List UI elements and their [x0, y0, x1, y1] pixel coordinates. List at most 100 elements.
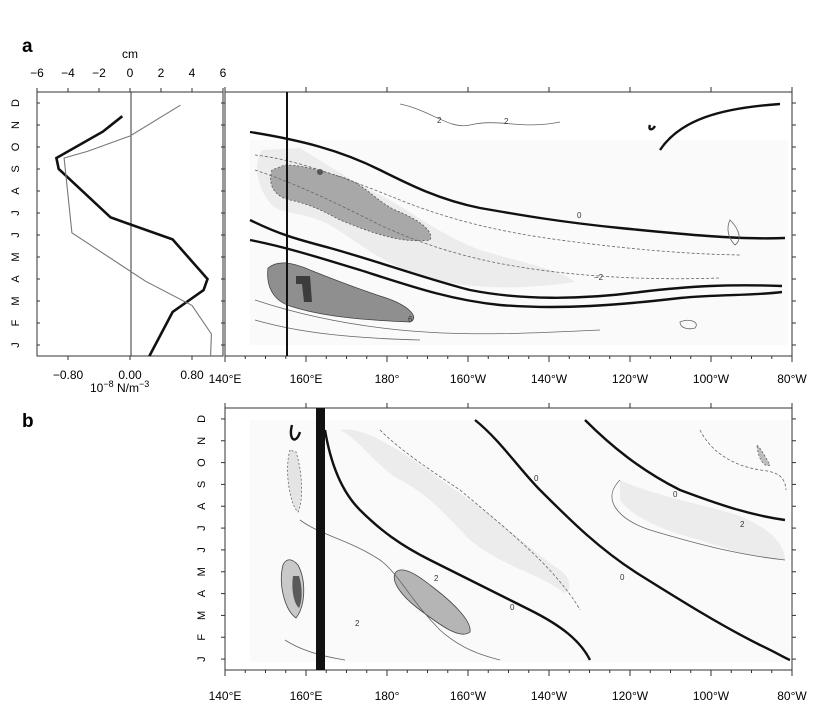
zero-contour-3: [249, 130, 786, 240]
month-label: J: [196, 547, 208, 553]
top-tick-label: −4: [61, 66, 75, 80]
contour-label-a-1: 2: [437, 116, 442, 125]
b-shaded-small-east: [756, 443, 771, 467]
month-label: J: [196, 525, 208, 531]
month-label: D: [196, 415, 208, 423]
bottom-axis-label-unit-exp: −3: [139, 379, 149, 389]
top-tick-label: 2: [158, 66, 165, 80]
panel-b-label: b: [22, 411, 34, 432]
b-zero-contour-3: [584, 419, 786, 522]
bottom-tick-label: 0.80: [180, 368, 204, 382]
contour-label-b-7: 0: [673, 490, 678, 499]
month-label: O: [196, 458, 208, 467]
contour-label-b-1: 0: [534, 474, 539, 483]
x-tick-label: 160°W: [450, 689, 487, 703]
panel-a-label: a: [22, 36, 33, 57]
month-label: J: [10, 210, 22, 216]
panel-a-left-plot: cm −6 −4 −2 0 2 4 6 −0.80 0.00 0.80 10−8 N/m−3 J…: [10, 47, 227, 395]
b-shaded-light: [340, 429, 570, 593]
panel-b-vertical-bar: [316, 408, 325, 670]
series-line-thick: [54, 115, 209, 357]
panel-a-y-ticks: [221, 102, 796, 346]
b-zero-contour-2: [474, 419, 791, 662]
panel-b-x-ticks: 140°E 160°E 180° 160°W 140°W 120°W 100°W 80°W: [209, 403, 807, 703]
x-tick-label: 180°: [375, 689, 400, 703]
shaded-core-negative: [317, 169, 323, 175]
bottom-tick-label: −0.80: [53, 368, 84, 382]
contour-label-a-5: 6: [408, 315, 413, 324]
month-label: N: [10, 121, 22, 129]
x-tick-label: 140°E: [209, 689, 242, 703]
top-tick-label: 0: [127, 66, 134, 80]
month-label: J: [10, 342, 22, 348]
zero-contour-small: [648, 124, 657, 131]
x-tick-label: 120°W: [612, 689, 649, 703]
top-tick-label: −6: [30, 66, 44, 80]
bottom-tick-label: 0.00: [118, 368, 142, 382]
zero-contour-1: [249, 218, 783, 299]
thin-contour-top: [399, 103, 561, 127]
top-tick-label: −2: [92, 66, 106, 80]
x-tick-label: 160°W: [450, 372, 487, 386]
month-label: J: [196, 656, 208, 662]
b-thin-contour-1: [299, 519, 501, 661]
b-zero-contour-1: [323, 429, 592, 661]
bottom-axis-label-base: 10: [90, 381, 104, 395]
panel-a-x-ticks: 140°E 160°E 180° 160°W 140°W 120°W 100°W 80°W: [209, 87, 807, 386]
b-dashed-contour-2: [699, 429, 787, 491]
b-shaded-light-east: [620, 480, 785, 560]
contour-label-a-4: −2: [594, 273, 604, 282]
month-label: M: [196, 611, 208, 620]
bottom-axis-ticks: −0.80 0.00 0.80: [53, 356, 204, 382]
x-tick-label: 160°E: [290, 689, 323, 703]
top-axis-ticks: −6 −4 −2 0 2 4 6: [30, 66, 227, 92]
bottom-axis-label-unit: N/m: [114, 381, 139, 395]
panel-b-y-ticks: J F M A M J J A S O N D: [196, 415, 796, 662]
month-label: A: [196, 502, 208, 510]
thin-contour-2: [254, 319, 421, 341]
month-label: O: [10, 142, 22, 151]
thin-contour-loop: [727, 219, 740, 246]
month-label: N: [196, 437, 208, 445]
thin-contour-1: [254, 299, 601, 335]
contour-label-b-6: 2: [355, 619, 360, 628]
month-label: S: [10, 165, 22, 172]
thin-contour-loop-2: [679, 320, 697, 330]
b-thin-contour-2: [611, 479, 786, 561]
month-label: F: [196, 634, 208, 641]
month-axis-labels: J F M A M J J A S O N D: [10, 99, 40, 348]
month-label: A: [10, 187, 22, 195]
zero-contour-4: [659, 102, 781, 151]
x-tick-label: 80°W: [777, 689, 807, 703]
b-zero-contour-4: [289, 424, 302, 441]
panel-a-right-map: 2 2 0 −2 6 140°E 160°E 180° 160°W 140°W 120°W…: [209, 87, 807, 386]
month-label: M: [10, 296, 22, 305]
x-tick-label: 140°E: [209, 372, 242, 386]
month-label: M: [196, 567, 208, 576]
shaded-region-negative: [270, 164, 432, 242]
top-tick-label: 6: [220, 66, 227, 80]
contour-label-a-3: 0: [577, 211, 582, 220]
dashed-contour-2: [254, 154, 741, 256]
b-shaded-positive-core: [292, 576, 302, 608]
month-label: A: [10, 275, 22, 283]
b-thin-contour-3: [284, 639, 346, 661]
month-label: A: [196, 589, 208, 597]
x-tick-label: 140°W: [531, 372, 568, 386]
top-axis-label: cm: [122, 47, 138, 61]
x-tick-label: 100°W: [693, 372, 730, 386]
x-tick-label: 180°: [375, 372, 400, 386]
month-label: F: [10, 319, 22, 326]
month-label: D: [10, 99, 22, 107]
bottom-axis-label: 10−8 N/m−3: [90, 379, 149, 395]
b-dashed-contour-1: [379, 429, 581, 611]
x-tick-label: 80°W: [777, 372, 807, 386]
zero-contour-2: [249, 238, 783, 309]
dashed-contour-1: [254, 169, 721, 280]
top-tick-label: 4: [189, 66, 196, 80]
b-shaded-positive-central: [394, 569, 471, 635]
month-label: J: [10, 232, 22, 238]
panel-b-map: 0 2 0 2 0 2 0 140°E 160°E 180° 160°W 140°W 12…: [196, 403, 807, 703]
bottom-axis-label-exp: −8: [103, 379, 113, 389]
